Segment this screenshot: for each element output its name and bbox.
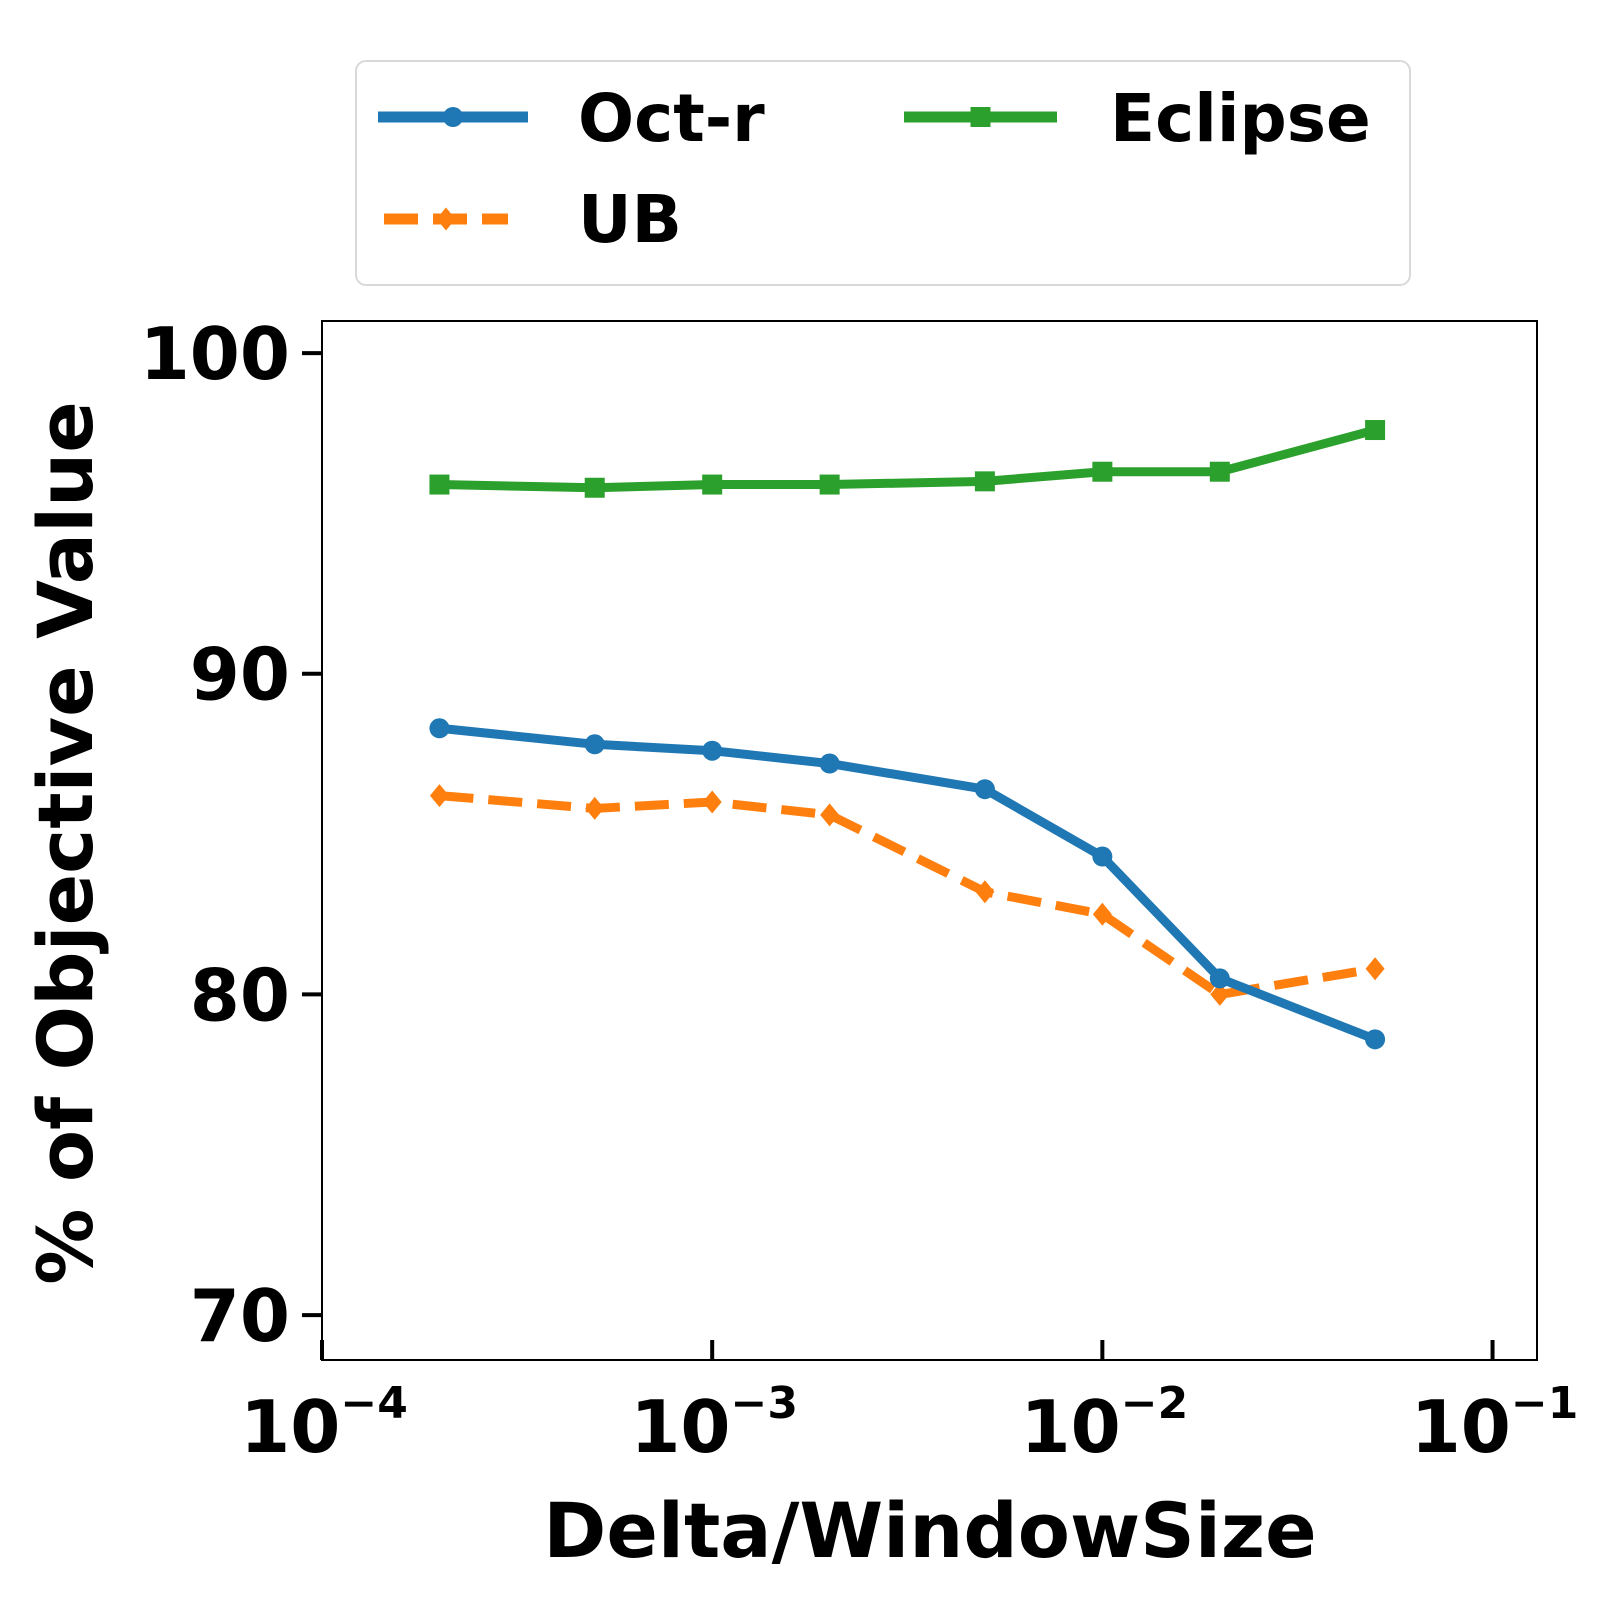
data-point bbox=[1092, 846, 1113, 867]
legend-item: Oct-r bbox=[378, 80, 765, 157]
x-axis-label: Delta/WindowSize bbox=[543, 1486, 1316, 1575]
y-tick-label: 80 bbox=[190, 953, 290, 1037]
y-tick-label: 90 bbox=[190, 633, 290, 717]
series-line bbox=[439, 791, 1376, 999]
data-point bbox=[429, 784, 449, 808]
legend-label: Eclipse bbox=[1110, 80, 1371, 157]
data-point bbox=[429, 718, 450, 739]
data-point bbox=[1365, 957, 1385, 981]
data-point bbox=[702, 474, 723, 495]
data-point bbox=[702, 740, 723, 761]
legend-item: Eclipse bbox=[904, 80, 1371, 157]
data-point bbox=[1365, 1029, 1386, 1050]
series-eclipse bbox=[429, 420, 1386, 498]
legend-label: Oct-r bbox=[578, 80, 765, 157]
legend-label: UB bbox=[578, 181, 682, 258]
x-tick-label: 10−2 bbox=[1021, 1378, 1189, 1469]
data-point bbox=[585, 796, 605, 820]
x-tick-label: 10−3 bbox=[630, 1378, 798, 1469]
data-point bbox=[1092, 902, 1112, 926]
data-point bbox=[819, 474, 840, 495]
series-oct-r bbox=[429, 718, 1386, 1050]
series-line bbox=[438, 723, 1377, 1044]
legend-item: UB bbox=[384, 181, 682, 258]
y-axis: 70 80 90 100 bbox=[140, 312, 322, 1358]
data-point bbox=[702, 790, 722, 814]
y-tick-label: 70 bbox=[190, 1274, 290, 1358]
data-point bbox=[819, 753, 840, 774]
y-axis-label: % of Objective Value bbox=[21, 401, 110, 1285]
x-axis: 10−4 10−3 10−2 10−1 bbox=[240, 1340, 1578, 1469]
legend-marker bbox=[436, 207, 456, 231]
data-point bbox=[1365, 420, 1386, 441]
data-point bbox=[429, 474, 450, 495]
plot-area: 70 80 90 100 10−4 10−3 10−2 10−1 bbox=[140, 312, 1579, 1469]
plot-frame bbox=[321, 320, 1538, 1361]
x-tick-label: 10−4 bbox=[240, 1378, 408, 1469]
data-point bbox=[974, 471, 995, 492]
data-point bbox=[584, 477, 605, 498]
series-ub bbox=[429, 784, 1385, 1006]
x-tick-label: 10−1 bbox=[1411, 1378, 1579, 1469]
series-layer bbox=[429, 420, 1386, 1050]
data-point bbox=[584, 734, 605, 755]
data-point bbox=[974, 779, 995, 800]
legend-marker bbox=[443, 107, 463, 127]
data-point bbox=[975, 880, 995, 904]
data-point bbox=[1209, 968, 1230, 989]
legend-frame bbox=[355, 60, 1411, 286]
y-tick-label: 100 bbox=[140, 312, 290, 396]
data-point bbox=[1210, 982, 1230, 1006]
legend-marker bbox=[970, 107, 991, 127]
data-point bbox=[1209, 461, 1230, 482]
data-point bbox=[820, 803, 840, 827]
series-line bbox=[439, 425, 1377, 493]
data-point bbox=[1092, 461, 1113, 482]
legend: Oct-r UB Eclipse bbox=[355, 60, 1411, 286]
